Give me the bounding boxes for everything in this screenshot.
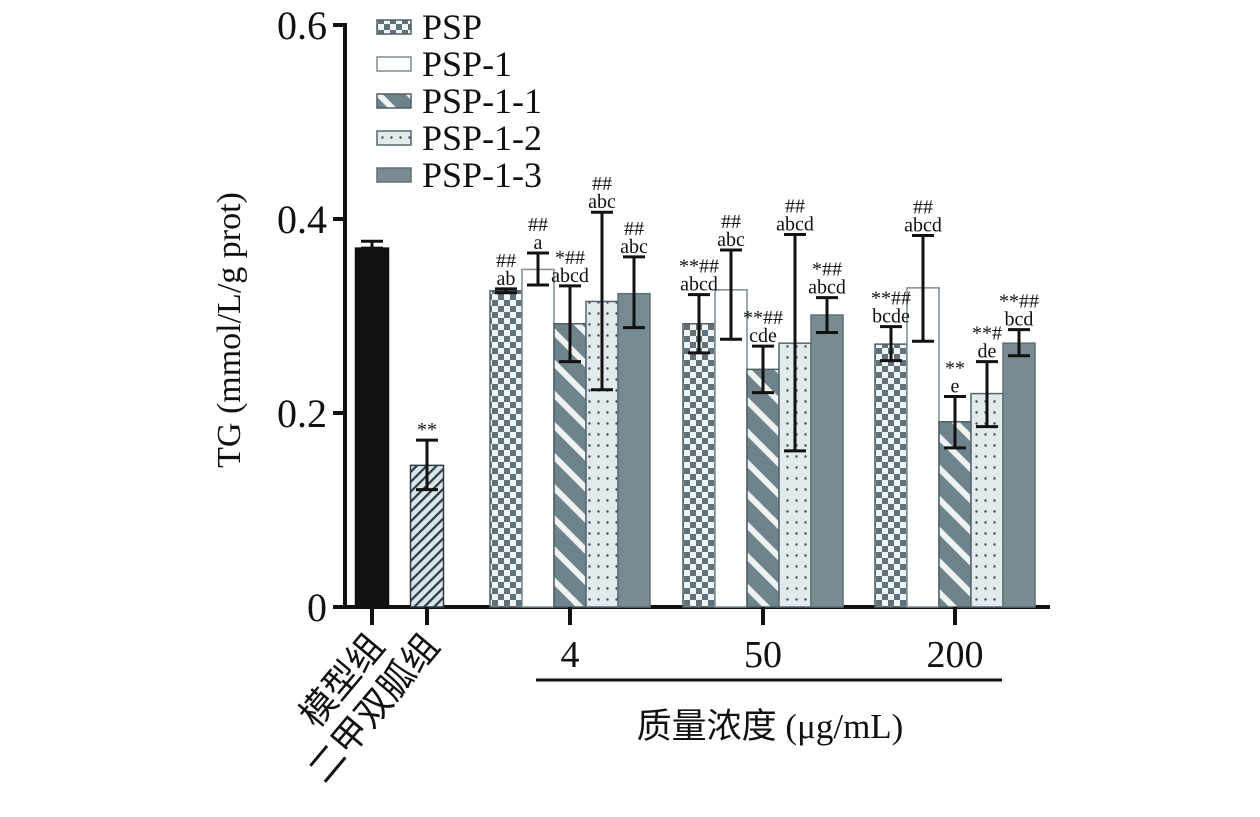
significance-label: bcde bbox=[872, 306, 910, 328]
y-tick-label: 0 bbox=[307, 585, 327, 630]
legend-label: PSP-1 bbox=[422, 44, 512, 84]
y-tick-label: 0.4 bbox=[277, 197, 327, 242]
legend-swatch bbox=[376, 56, 412, 72]
significance-annotations: **##ab##a*##abcd##abc##abc**##abcd##abc*… bbox=[417, 173, 1039, 441]
significance-label: ** bbox=[417, 419, 437, 441]
significance-label: **## bbox=[679, 256, 719, 278]
significance-label: ## bbox=[496, 250, 516, 272]
x-axis-label: 质量浓度 (μg/mL) bbox=[637, 707, 904, 746]
x-tick-label: 50 bbox=[744, 634, 782, 676]
y-axis-ticks: 0 0.2 0.4 0.6 bbox=[277, 3, 345, 630]
bar-psp bbox=[489, 290, 523, 608]
y-tick-label: 0.2 bbox=[277, 391, 327, 436]
y-axis-label: TG (mmol/L/g prot) bbox=[211, 192, 248, 468]
bar-psp-1-1 bbox=[938, 420, 972, 608]
control-bar bbox=[354, 247, 390, 608]
significance-label: ## bbox=[624, 218, 644, 240]
bars bbox=[354, 247, 1036, 608]
error-bars bbox=[361, 210, 1030, 492]
legend-swatch bbox=[376, 93, 412, 109]
significance-label: abcd bbox=[776, 214, 814, 236]
significance-label: ## bbox=[592, 173, 612, 195]
significance-label: abc bbox=[717, 229, 745, 251]
legend-swatch bbox=[376, 130, 412, 146]
bar-psp bbox=[682, 323, 716, 608]
bar-psp-1-3 bbox=[1002, 342, 1036, 608]
significance-label: de bbox=[978, 341, 997, 363]
significance-label: ## bbox=[913, 196, 933, 218]
significance-label: **## bbox=[999, 291, 1039, 313]
legend-label: PSP-1-1 bbox=[422, 81, 542, 121]
significance-label: *## bbox=[555, 247, 585, 269]
significance-label: ## bbox=[785, 196, 805, 218]
significance-label: abcd bbox=[808, 277, 846, 299]
significance-label: **# bbox=[972, 323, 1002, 345]
bar-psp-1-1 bbox=[553, 323, 587, 608]
significance-label: bcd bbox=[1005, 309, 1034, 331]
y-tick-label: 0.6 bbox=[277, 3, 327, 48]
legend-label: PSP bbox=[422, 7, 482, 47]
x-tick-label: 4 bbox=[561, 634, 580, 676]
legend-label: PSP-1-3 bbox=[422, 155, 542, 195]
bar-psp-1-3 bbox=[810, 314, 844, 608]
bar-psp-1 bbox=[521, 268, 555, 608]
significance-label: *## bbox=[812, 259, 842, 281]
legend-swatch bbox=[376, 19, 412, 35]
significance-label: abcd bbox=[904, 214, 942, 236]
significance-label: ## bbox=[528, 214, 548, 236]
significance-label: abcd bbox=[551, 265, 589, 287]
bar-psp bbox=[874, 343, 908, 608]
bar-psp-1-2 bbox=[970, 392, 1004, 608]
significance-label: **## bbox=[871, 288, 911, 310]
significance-label: cde bbox=[749, 325, 777, 347]
significance-label: abc bbox=[620, 236, 648, 258]
bar-psp-1-3 bbox=[617, 292, 651, 608]
significance-label: ** bbox=[945, 358, 965, 380]
legend-label: PSP-1-2 bbox=[422, 118, 542, 158]
bar-psp-1-1 bbox=[746, 368, 780, 608]
significance-label: abcd bbox=[680, 274, 718, 296]
x-tick-label: 200 bbox=[927, 634, 984, 676]
significance-label: abc bbox=[588, 191, 616, 213]
significance-label: e bbox=[951, 376, 960, 398]
legend-swatch bbox=[376, 167, 412, 183]
significance-label: ab bbox=[497, 268, 516, 290]
significance-label: a bbox=[534, 232, 543, 254]
significance-label: ## bbox=[721, 211, 741, 233]
significance-label: **## bbox=[743, 307, 783, 329]
